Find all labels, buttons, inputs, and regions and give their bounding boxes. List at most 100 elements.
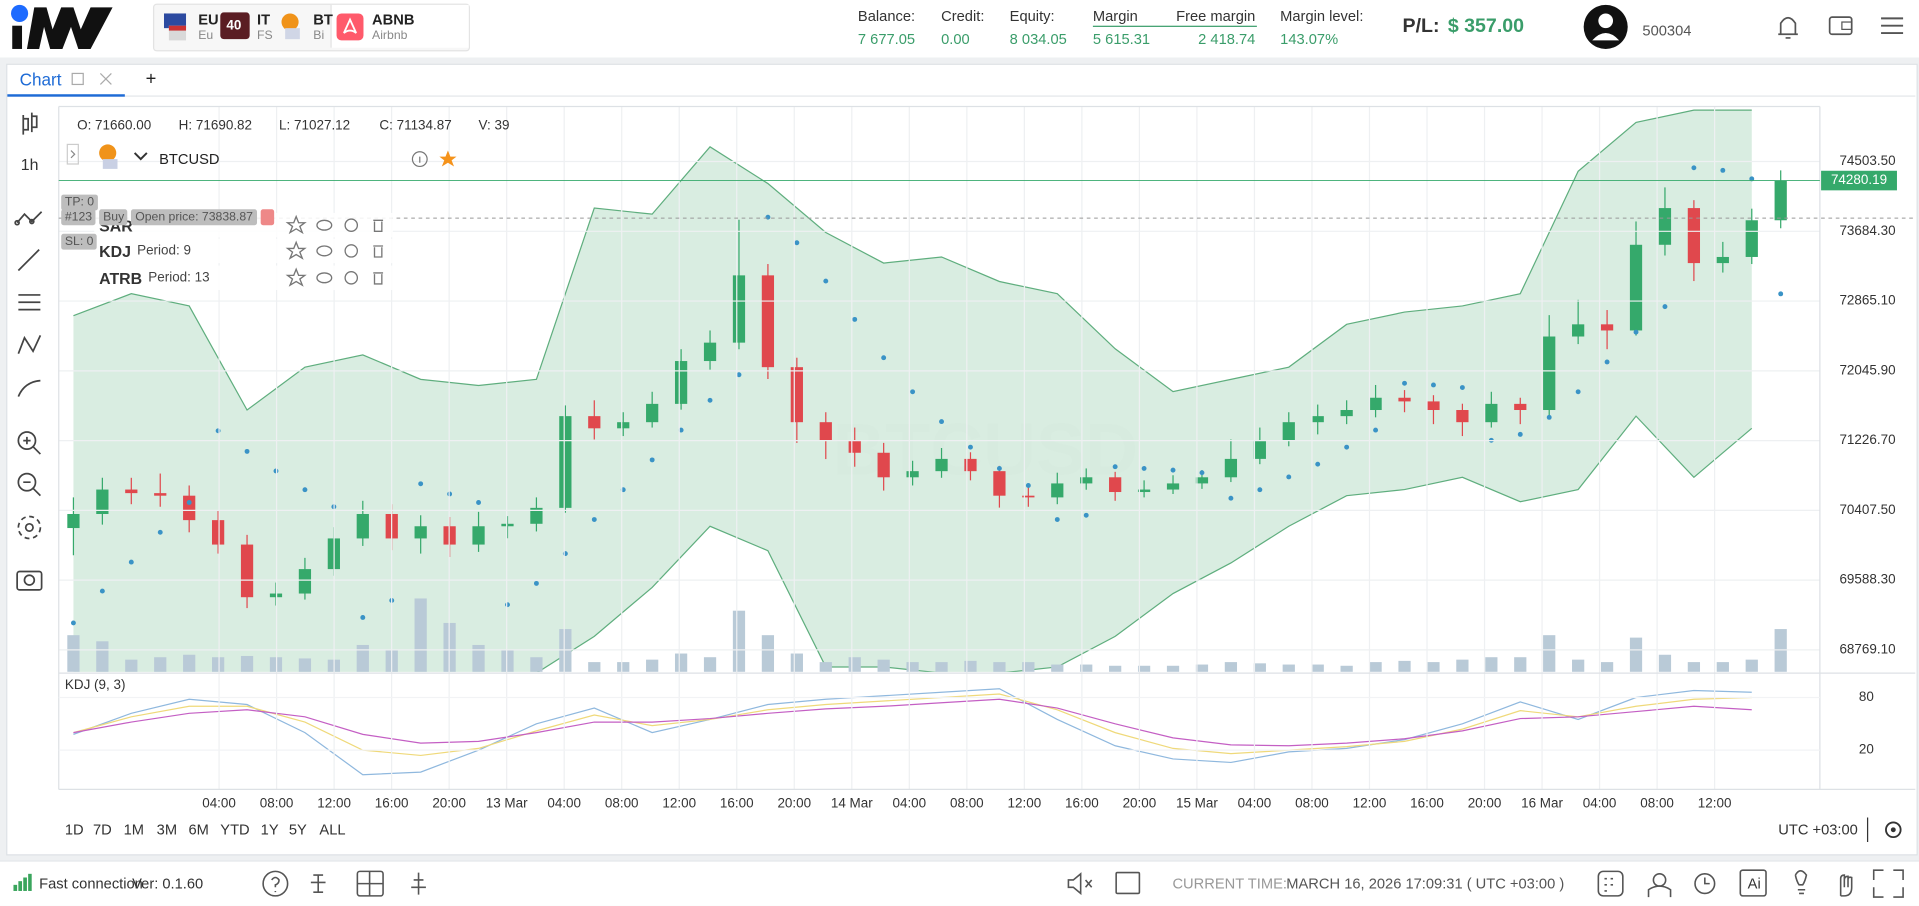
tab-icons[interactable] [71,71,120,88]
volume-bar [67,635,80,672]
period-button[interactable]: 6M [188,821,209,839]
left-toolbar[interactable] [14,112,43,591]
x-tick-label: 16:00 [375,796,409,811]
sar-dot [1373,427,1379,433]
asset-ticker[interactable]: ABNB [372,11,415,29]
period-button[interactable]: 3M [156,821,178,839]
period-button[interactable]: 1Y [260,821,279,839]
volume-bar [414,598,427,672]
volume-bar [1080,664,1093,672]
volume-bar [472,644,485,672]
candle-body [1600,324,1614,331]
x-tick-label: 13 Mar [486,796,528,811]
asset-ticker[interactable]: EU [198,11,219,29]
close-position[interactable] [260,209,275,226]
sar-dot [533,580,539,586]
y-tick-label: 74503.50 [1839,153,1895,168]
candle-body [964,458,977,472]
sound-toggle[interactable] [1065,868,1151,900]
asset-ticker[interactable]: IT [257,11,271,29]
candle-body [356,513,369,539]
y-tick-label: 71226.70 [1839,432,1895,447]
position-side[interactable]: Buy [99,209,128,226]
asset-name[interactable]: Airbnb [372,29,408,43]
period-button[interactable]: 7D [93,821,112,839]
y-tick-label: 73684.30 [1839,223,1895,238]
indicator-name: ATRB [99,268,143,287]
volume-bar [646,659,659,672]
x-tick-label: 08:00 [260,796,294,811]
asset-name[interactable]: FS [257,29,273,43]
chart-settings[interactable] [1865,815,1914,844]
ohlc-low: L: 71027.12 [279,118,351,134]
indicator-controls[interactable] [281,213,394,291]
period-button[interactable]: YTD [220,821,250,839]
asset-name[interactable]: Eu [198,29,214,43]
asset-badge[interactable]: 40 [226,18,242,34]
candle-body [646,403,659,423]
add-tab[interactable]: + [145,68,157,90]
sar-dot [591,517,597,522]
volume-bar [674,653,688,672]
candle-body [154,493,167,496]
sar-dot [505,602,510,608]
indicator-params: Period: 13 [148,270,210,286]
top-icons[interactable] [1772,10,1913,44]
asset-ticker[interactable]: BT [313,11,333,29]
position-open[interactable]: Open price: 73838.87 [131,209,257,226]
footer-icons[interactable] [1595,865,1916,902]
symbol[interactable]: BTCUSD [159,150,220,168]
period-button[interactable]: 5Y [288,821,307,839]
period-button[interactable]: 1M [123,821,145,839]
candle-body [211,520,225,545]
candle-body [617,422,630,429]
current-price-box [1821,170,1897,191]
chart-tab[interactable]: Chart [19,69,62,90]
sar-dot [1286,474,1292,480]
sar-dot [649,457,655,463]
kdj-line [73,693,1752,757]
volume-bar [819,662,832,672]
period-button[interactable]: 1D [64,821,84,839]
x-tick-label: 16 Mar [1521,796,1563,811]
volume-bar [1427,662,1440,672]
avatar[interactable] [1581,4,1630,53]
candle-body [1282,422,1295,441]
indicator-row[interactable]: KDJ Period: 9 [94,238,393,264]
sar-dot [1025,483,1031,488]
timezone[interactable]: UTC +03:00 [1778,821,1858,839]
symbol-icons[interactable] [66,142,458,174]
volume-bar [1629,637,1643,672]
sar-dot [1691,165,1697,171]
candle-body [1311,416,1324,423]
indicator-row[interactable]: ATRB Period: 13 [94,265,393,291]
stat-label: Credit: [941,7,985,25]
sar-dot [1575,389,1581,395]
tp-tag[interactable]: TP: 0 [61,194,98,211]
sar-dot [678,427,684,433]
account-id[interactable]: 500304 [1642,22,1692,40]
asset-name[interactable]: Bi [313,29,325,43]
sar-dot [157,529,163,535]
ohlc-open: O: 71660.00 [77,118,152,134]
sl-tag[interactable]: SL: 0 [61,233,98,250]
position-id[interactable]: #123 [61,209,96,226]
candle-body [1658,208,1672,245]
timeframe[interactable]: 1h [20,155,39,174]
logo[interactable] [10,2,118,51]
candle-body [530,507,543,524]
candle-body [1137,489,1151,493]
x-tick-label: 20:00 [432,796,466,811]
candle-body [588,416,601,429]
footer-tools[interactable] [259,868,443,900]
period-button[interactable]: ALL [319,821,346,839]
sar-dot [128,559,134,565]
x-tick-label: 08:00 [605,796,639,811]
stat-label: Balance: [857,7,916,25]
volume-bar [298,658,312,672]
band-fill [73,110,1752,672]
candle-body [96,489,109,514]
ohlc-close: C: 71134.87 [379,118,452,134]
ai-button[interactable]: Ai [1747,875,1761,893]
x-tick-label: 12:00 [662,796,696,811]
